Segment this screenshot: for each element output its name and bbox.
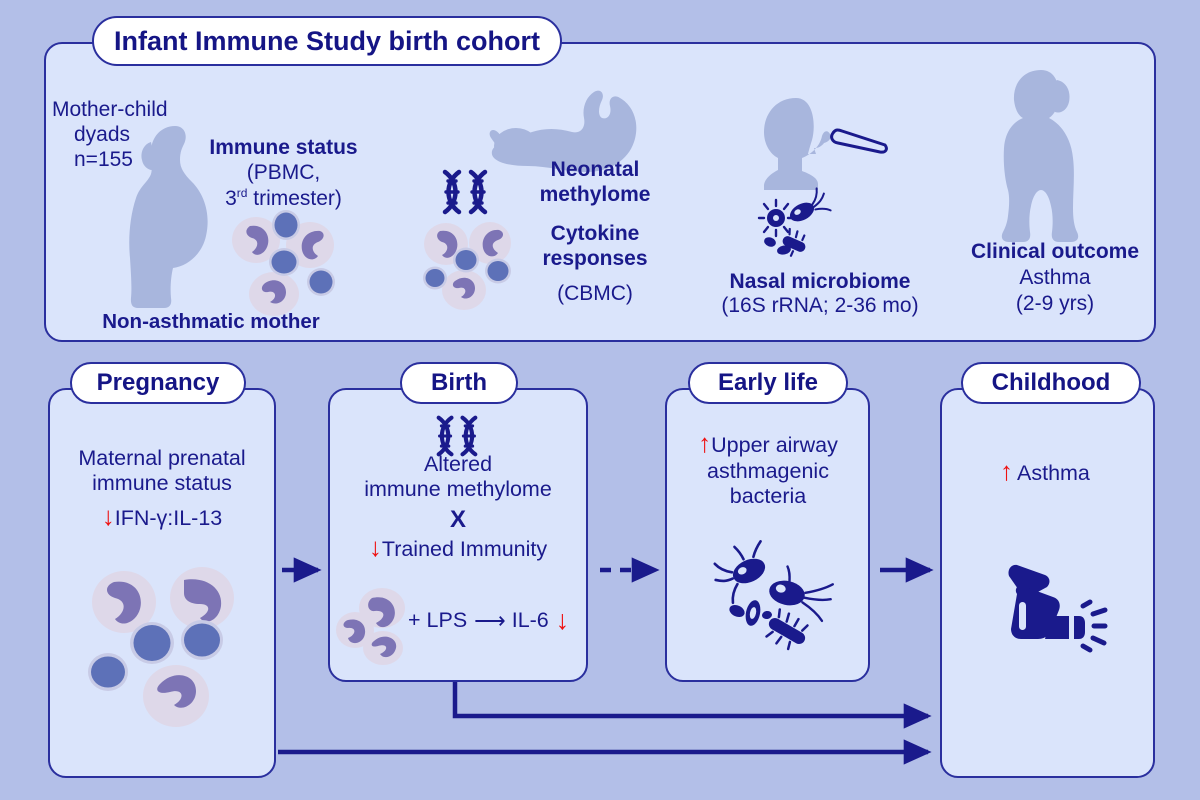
- up-arrow-icon: ↑: [1000, 456, 1013, 486]
- bacteria-cluster-icon: [757, 187, 832, 258]
- newborn-baby-silhouette-icon: [488, 84, 658, 192]
- early-life-row-1: ↑Upper airway: [670, 428, 866, 459]
- dna-helix-icon: [429, 414, 485, 458]
- early-life-stage-pill: Early life: [688, 362, 848, 404]
- neonatal-methylome-label: Neonatal methylome: [510, 158, 680, 208]
- down-arrow-icon: ↓: [101, 500, 115, 531]
- childhood-stage-pill: Childhood: [961, 362, 1141, 404]
- dyads-block: Mother-child dyads n=155: [52, 98, 222, 172]
- pregnancy-line-2: immune status: [92, 471, 232, 496]
- up-arrow-icon: ↑: [698, 428, 712, 458]
- methylome-line-2: methylome: [539, 182, 651, 206]
- il6-label: IL-6: [511, 608, 549, 632]
- pregnancy-stage-pill: Pregnancy: [70, 362, 246, 404]
- toddler-silhouette-icon: [995, 68, 1091, 248]
- reaction-arrow-icon: ⟶: [474, 607, 506, 633]
- pregnancy-metric: IFN-γ:IL-13: [114, 505, 223, 530]
- clinical-outcome-line-3: (2-9 yrs): [1015, 292, 1095, 315]
- birth-methylome-block: Altered immune methylome: [336, 452, 580, 503]
- dna-helix-icon: [437, 168, 493, 216]
- trimester-ordinal: rd: [236, 185, 248, 200]
- birth-line-2: immune methylome: [364, 477, 552, 502]
- cytokine-sub: (CBMC): [557, 281, 633, 305]
- trimester-number: 3: [225, 186, 237, 210]
- mother-caption: Non-asthmatic mother: [102, 310, 320, 333]
- pregnancy-label: Pregnancy: [96, 369, 220, 396]
- nasal-microbiome-title: Nasal microbiome: [729, 270, 911, 293]
- early-life-label: Early life: [717, 369, 819, 396]
- early-life-line-2: asthmagenic: [707, 458, 829, 483]
- cohort-title-pill: Infant Immune Study birth cohort: [92, 16, 562, 66]
- cohort-title: Infant Immune Study birth cohort: [114, 25, 540, 56]
- childhood-label: Childhood: [991, 369, 1111, 396]
- early-life-line-3: bacteria: [729, 484, 807, 509]
- clinical-outcome-line-2: Asthma: [1019, 266, 1091, 289]
- pregnancy-line-1: Maternal prenatal: [78, 446, 246, 470]
- cytokine-line-2: responses: [542, 246, 648, 270]
- down-arrow-icon: ↓: [368, 532, 382, 562]
- nasal-microbiome-sub: (16S rRNA; 2-36 mo): [721, 294, 919, 317]
- dyads-line-2: dyads: [74, 122, 131, 146]
- child-head-profile-icon: [760, 96, 840, 196]
- immune-cell-cluster-icon: [228, 210, 340, 316]
- pregnancy-metric-row: ↓IFN-γ:IL-13: [52, 501, 272, 532]
- immune-status-sub-1: (PBMC,: [246, 160, 321, 184]
- pregnant-woman-silhouette-icon: [118, 122, 228, 312]
- lps-label: + LPS: [408, 608, 468, 632]
- cytokine-line-1: Cytokine: [550, 222, 640, 245]
- immune-cell-cluster-icon: [336, 588, 420, 665]
- pregnancy-text-block: Maternal prenatal immune status ↓IFN-γ:I…: [52, 446, 272, 531]
- trimester-word: trimester): [247, 186, 342, 210]
- childhood-outcome-row: ↑ Asthma: [1000, 456, 1090, 487]
- early-life-panel: [665, 388, 870, 682]
- immune-cell-cluster-icon: [80, 562, 260, 727]
- nasal-swab-icon: [828, 125, 890, 159]
- arrow-birth-to-childhood: [452, 682, 932, 729]
- birth-cross-symbol: X: [449, 506, 466, 533]
- methylome-line-1: Neonatal: [550, 158, 640, 181]
- birth-line-1: Altered: [423, 452, 493, 476]
- birth-label: Birth: [431, 369, 487, 396]
- down-arrow-icon: ↓: [555, 605, 570, 635]
- cytokine-responses-label: Cytokine responses (CBMC): [510, 222, 680, 306]
- birth-trained-immunity-row: ↓Trained Immunity: [336, 532, 580, 563]
- asthma-inhaler-icon: [995, 558, 1115, 654]
- bacteria-cluster-icon: [713, 540, 835, 651]
- clinical-outcome-title: Clinical outcome: [970, 240, 1140, 263]
- immune-status-title: Immune status: [209, 136, 358, 159]
- lps-reaction-row: + LPS ⟶ IL-6 ↓: [408, 605, 569, 636]
- childhood-outcome: Asthma: [1017, 461, 1090, 485]
- immune-status-sub-2: 3rd trimester): [186, 186, 381, 212]
- early-life-line-1: Upper airway: [711, 433, 838, 457]
- dyads-line-3: n=155: [74, 147, 133, 171]
- birth-trained-immunity: Trained Immunity: [381, 537, 548, 561]
- dyads-line-1: Mother-child: [52, 98, 168, 121]
- birth-stage-pill: Birth: [400, 362, 518, 404]
- immune-status-block: Immune status (PBMC, 3rd trimester): [186, 136, 381, 211]
- immune-cell-cluster-icon: [420, 218, 516, 310]
- early-life-text-block: ↑Upper airway asthmagenic bacteria: [670, 428, 866, 509]
